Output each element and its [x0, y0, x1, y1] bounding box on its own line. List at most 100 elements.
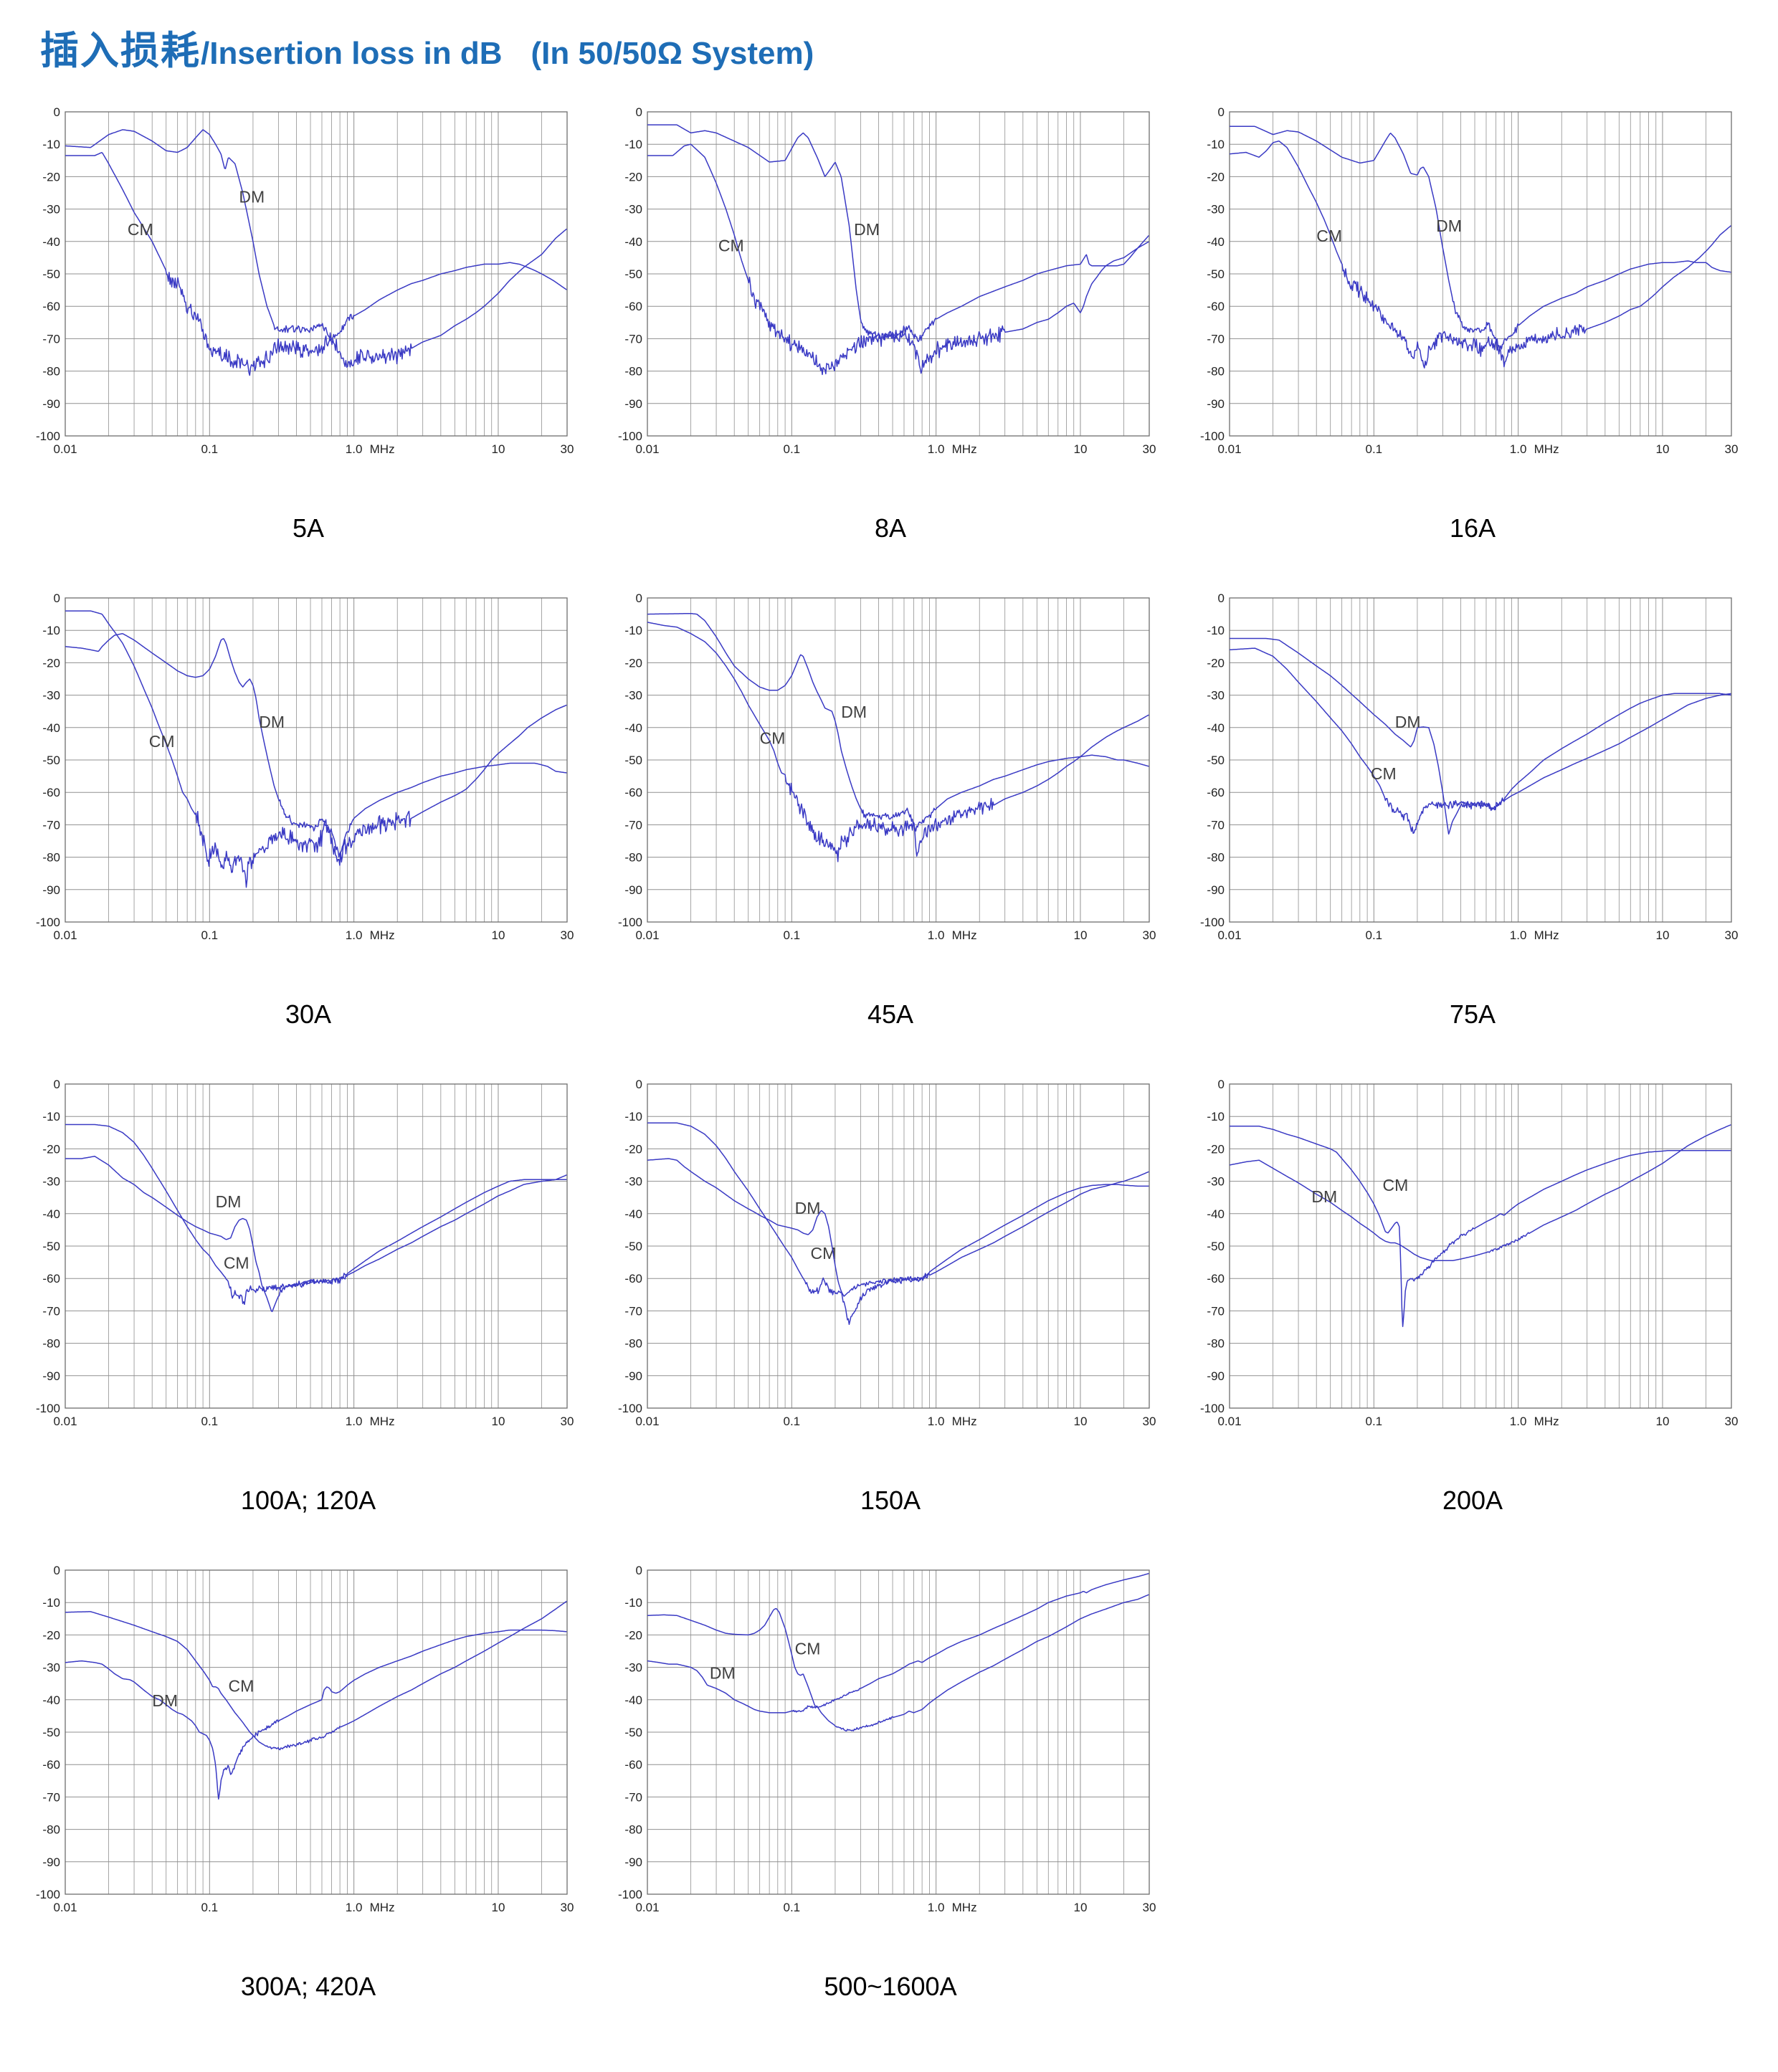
x-axis: 0.01 0.1 1.0 10 30 MHz — [1217, 928, 1738, 942]
plot-grid — [65, 1083, 567, 1409]
x-axis-tick-label: 0.01 — [1217, 1415, 1241, 1428]
y-axis-tick-label: -100 — [618, 916, 642, 929]
y-axis-tick-label: -100 — [36, 1888, 60, 1901]
x-axis-tick-label: 0.01 — [635, 1415, 659, 1428]
y-axis-tick-label: -80 — [42, 1337, 60, 1351]
y-axis-tick-label: -40 — [42, 1207, 60, 1221]
cm-curve — [647, 1122, 1149, 1326]
y-axis-tick-label: 0 — [1218, 1078, 1225, 1091]
x-axis-tick-label: 0.1 — [201, 928, 218, 942]
y-axis: 0 -10 -20 -30 -40 -50 -60 -70 -80 -90 -100 — [1200, 105, 1225, 443]
dm-curve — [1230, 125, 1731, 350]
y-axis: 0 -10 -20 -30 -40 -50 -60 -70 -80 -90 -100 — [36, 1078, 60, 1415]
y-axis-tick-label: -30 — [1207, 689, 1225, 703]
x-axis-tick-label: 0.1 — [783, 442, 800, 456]
chart-caption: 300A; 420A — [240, 1972, 376, 2001]
plot-border — [647, 597, 1150, 923]
x-axis-tick-label: 10 — [491, 1901, 505, 1914]
x-axis-unit: MHz — [370, 928, 395, 942]
y-axis-tick-label: -30 — [1207, 1175, 1225, 1189]
dm-curve — [65, 1156, 567, 1313]
cm-curve-label: CM — [718, 236, 744, 255]
x-axis-tick-label: 0.01 — [1217, 928, 1241, 942]
cm-curve — [1230, 1126, 1731, 1327]
y-axis-tick-label: -100 — [36, 1402, 60, 1415]
x-axis-tick-label: 0.01 — [635, 1901, 659, 1914]
dm-curve — [65, 1629, 567, 1800]
x-axis-unit: MHz — [370, 1415, 395, 1428]
x-axis-tick-label: 0.01 — [53, 1415, 77, 1428]
dm-curve-label: DM — [152, 1691, 178, 1710]
y-axis-tick-label: -70 — [42, 818, 60, 832]
x-axis-unit: MHz — [1534, 1415, 1559, 1428]
y-axis-tick-label: -100 — [618, 429, 642, 443]
y-axis-tick-label: -40 — [624, 235, 642, 249]
y-axis-tick-label: -100 — [618, 1402, 642, 1415]
x-axis-tick-label: 1.0 — [1510, 1415, 1527, 1428]
insertion-loss-chart: 0 -10 -20 -30 -40 -50 -60 -70 -80 -90 -100 0.01 0.1 1… — [1182, 102, 1764, 588]
x-axis-tick-label: 30 — [1725, 442, 1739, 456]
y-axis-tick-label: -70 — [42, 1304, 60, 1318]
charts-grid: 0 -10 -20 -30 -40 -50 -60 -70 -80 -90 -100 0.01 0.1 1… — [17, 102, 1764, 2046]
y-axis-tick-label: 0 — [54, 1078, 60, 1091]
page-title-system: (In 50/50Ω System) — [531, 36, 814, 71]
y-axis: 0 -10 -20 -30 -40 -50 -60 -70 -80 -90 -100 — [1200, 591, 1225, 929]
y-axis-tick-label: -80 — [42, 1823, 60, 1837]
y-axis-tick-label: -20 — [42, 1142, 60, 1156]
y-axis-tick-label: -60 — [1207, 300, 1225, 313]
dm-curve-label: DM — [854, 220, 880, 239]
insertion-loss-chart: 0 -10 -20 -30 -40 -50 -60 -70 -80 -90 -100 0.01 0.1 1… — [17, 588, 599, 1074]
cm-curve-label: CM — [795, 1640, 821, 1658]
y-axis-tick-label: -10 — [42, 1596, 60, 1610]
chart-caption: 75A — [1449, 999, 1496, 1029]
y-axis-tick-label: -20 — [624, 1628, 642, 1642]
y-axis-tick-label: 0 — [636, 1564, 642, 1577]
x-axis-tick-label: 10 — [1073, 442, 1087, 456]
y-axis-tick-label: -30 — [624, 1661, 642, 1675]
x-axis-tick-label: 1.0 — [928, 1901, 945, 1914]
y-axis-tick-label: -100 — [1200, 1402, 1225, 1415]
y-axis-tick-label: -40 — [624, 1207, 642, 1221]
chart-caption: 5A — [292, 513, 325, 543]
y-axis-tick-label: -20 — [1207, 1142, 1225, 1156]
insertion-loss-chart: 0 -10 -20 -30 -40 -50 -60 -70 -80 -90 -100 0.01 0.1 1… — [17, 1074, 599, 1560]
y-axis-tick-label: -70 — [624, 332, 642, 346]
dm-curve-label: DM — [216, 1192, 242, 1211]
x-axis-tick-label: 10 — [491, 442, 505, 456]
y-axis-tick-label: -90 — [624, 1855, 642, 1869]
x-axis-tick-label: 10 — [1073, 1415, 1087, 1428]
plot-border — [647, 1083, 1150, 1409]
x-axis-tick-label: 0.1 — [1365, 928, 1382, 942]
chart-caption: 30A — [285, 999, 332, 1029]
y-axis-tick-label: -10 — [1207, 624, 1225, 637]
dm-curve — [1230, 637, 1731, 835]
x-axis-tick-label: 0.01 — [635, 928, 659, 942]
x-axis-tick-label: 10 — [491, 1415, 505, 1428]
y-axis-tick-label: -100 — [36, 916, 60, 929]
y-axis-tick-label: -30 — [42, 689, 60, 703]
x-axis-tick-label: 1.0 — [346, 1415, 363, 1428]
y-axis-tick-label: -20 — [42, 1628, 60, 1642]
y-axis-tick-label: -100 — [618, 1888, 642, 1901]
x-axis: 0.01 0.1 1.0 10 30 MHz — [635, 442, 1156, 456]
y-axis-tick-label: -90 — [42, 1369, 60, 1383]
x-axis: 0.01 0.1 1.0 10 30 MHz — [1217, 442, 1738, 456]
x-axis-tick-label: 1.0 — [928, 442, 945, 456]
y-axis-tick-label: -50 — [42, 754, 60, 767]
x-axis-tick-label: 0.01 — [53, 1901, 77, 1914]
x-axis-tick-label: 30 — [1143, 1901, 1156, 1914]
y-axis-tick-label: -50 — [1207, 1240, 1225, 1253]
y-axis-tick-label: -100 — [36, 429, 60, 443]
cm-curve — [1229, 140, 1731, 369]
x-axis: 0.01 0.1 1.0 10 30 MHz — [53, 442, 574, 456]
insertion-loss-chart: 0 -10 -20 -30 -40 -50 -60 -70 -80 -90 -100 0.01 0.1 1… — [599, 588, 1182, 1074]
x-axis-tick-label: 0.1 — [783, 928, 800, 942]
y-axis-tick-label: -10 — [42, 1110, 60, 1123]
page-title-chinese: 插入损耗 — [40, 29, 201, 72]
y-axis-tick-label: -80 — [624, 1823, 642, 1837]
